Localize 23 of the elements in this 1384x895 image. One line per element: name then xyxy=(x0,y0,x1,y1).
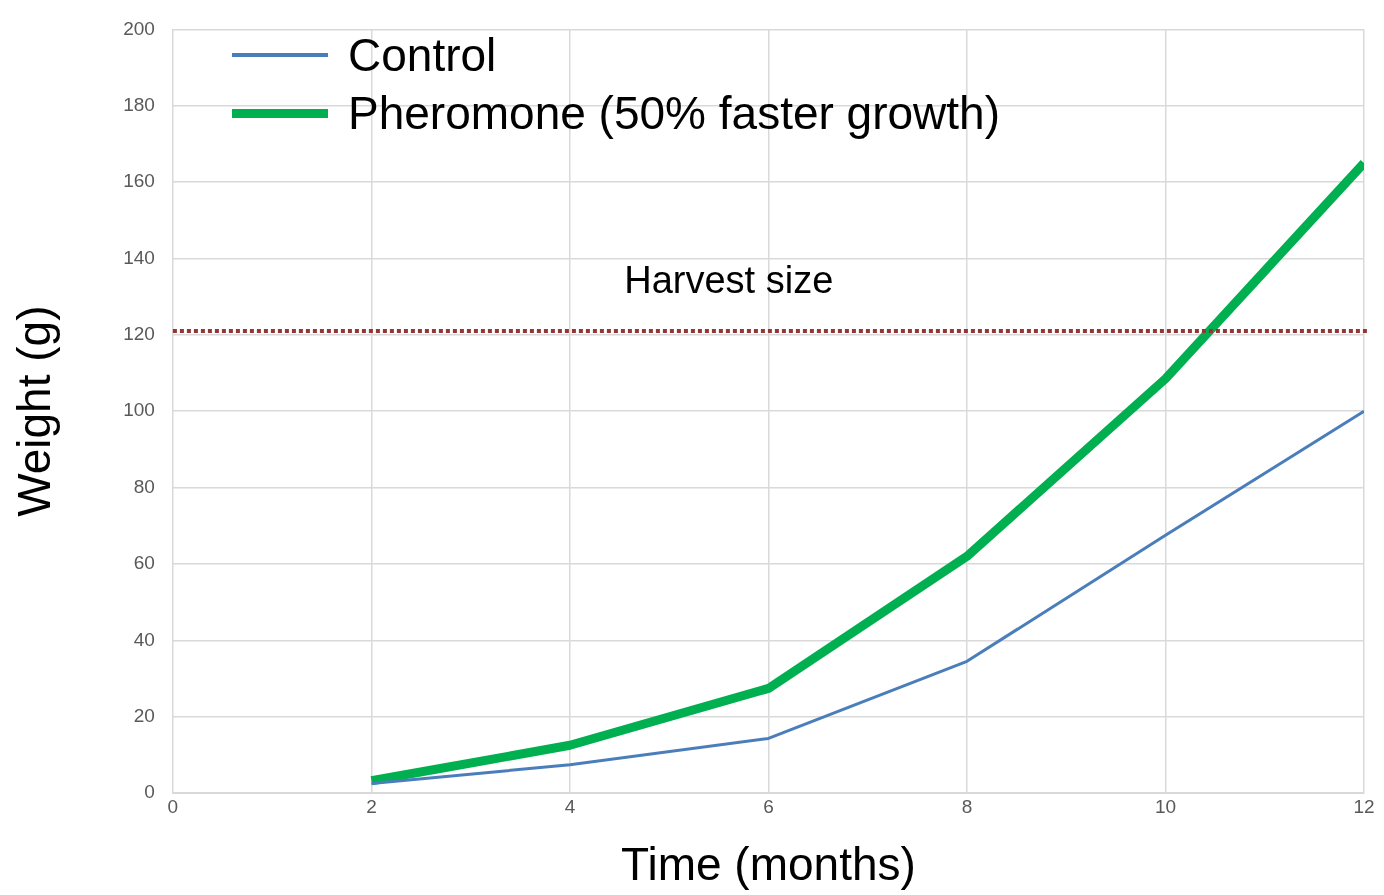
y-tick-label: 80 xyxy=(133,475,155,497)
x-tick-label: 6 xyxy=(763,795,774,817)
x-tick-label: 2 xyxy=(366,795,377,817)
ref-line-label: Harvest size xyxy=(624,258,834,301)
y-tick-label: 20 xyxy=(133,704,155,726)
y-tick-label: 60 xyxy=(133,552,155,574)
legend-label: Control xyxy=(348,28,497,83)
y-tick-label: 100 xyxy=(123,399,155,421)
y-tick-label: 160 xyxy=(123,170,155,192)
x-tick-label: 0 xyxy=(167,795,179,817)
y-axis-title: Weight (g) xyxy=(8,305,61,517)
legend-label: Pheromone (50% faster growth) xyxy=(348,86,1000,141)
y-tick-label: 0 xyxy=(144,781,155,803)
y-tick-label: 120 xyxy=(123,323,155,345)
y-tick-label: 40 xyxy=(133,628,155,650)
y-tick-label: 200 xyxy=(123,17,155,39)
x-tick-label: 12 xyxy=(1353,795,1375,817)
x-tick-label: 10 xyxy=(1154,795,1177,817)
y-tick-label: 180 xyxy=(123,93,155,115)
x-axis-title: Time (months) xyxy=(621,838,916,891)
y-tick-label: 140 xyxy=(123,246,155,268)
x-tick-label: 8 xyxy=(961,795,973,817)
x-tick-label: 4 xyxy=(564,795,576,817)
